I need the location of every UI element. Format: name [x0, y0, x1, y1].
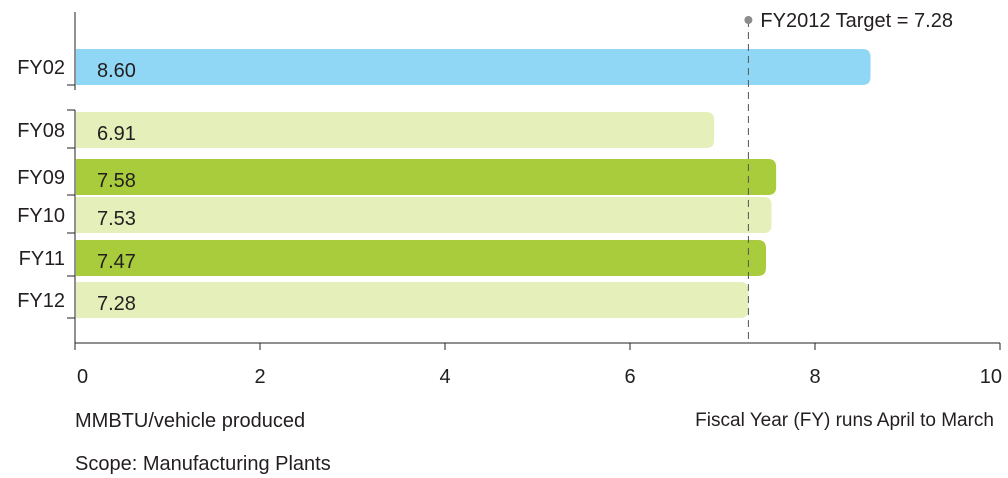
chart-bars [76, 49, 871, 318]
unit-note: MMBTU/vehicle produced [75, 410, 306, 432]
bar [76, 282, 749, 318]
value-label: 7.53 [97, 208, 136, 230]
target-label: FY2012 Target = 7.28 [760, 10, 953, 32]
bar [76, 49, 871, 85]
x-tick-label: 8 [809, 366, 820, 388]
category-label: FY02 [17, 57, 65, 79]
scope-note: Scope: Manufacturing Plants [75, 453, 331, 475]
category-label: FY10 [17, 205, 65, 227]
bar-chart: 0 2 4 6 8 10 FY02 8.60 FY08 6.91 FY09 7.58 FY10 7.53… [17, 10, 1002, 388]
fiscal-year-note: Fiscal Year (FY) runs April to March [695, 410, 994, 431]
bar [76, 197, 772, 233]
target-marker: FY2012 Target = 7.28 [744, 10, 953, 343]
value-label: 6.91 [97, 123, 136, 145]
bar [76, 112, 715, 148]
x-tick-label: 6 [624, 366, 635, 388]
category-label: FY11 [19, 248, 65, 270]
bar [76, 159, 777, 195]
bar [76, 240, 766, 276]
value-label: 7.47 [97, 251, 136, 273]
value-label: 7.58 [97, 170, 136, 192]
category-label: FY08 [17, 120, 65, 142]
target-dot [744, 16, 753, 24]
x-tick-label: 4 [439, 366, 450, 388]
category-label: FY12 [17, 290, 65, 312]
chart-axes: 0 2 4 6 8 10 [67, 12, 1002, 388]
x-tick-label: 2 [254, 366, 265, 388]
x-tick-label: 0 [77, 366, 88, 388]
chart-labels: FY02 8.60 FY08 6.91 FY09 7.58 FY10 7.53 FY11 7.47… [17, 57, 136, 315]
x-tick-label: 10 [980, 366, 1002, 388]
value-label: 7.28 [97, 293, 136, 315]
value-label: 8.60 [97, 60, 136, 82]
category-label: FY09 [17, 167, 65, 189]
